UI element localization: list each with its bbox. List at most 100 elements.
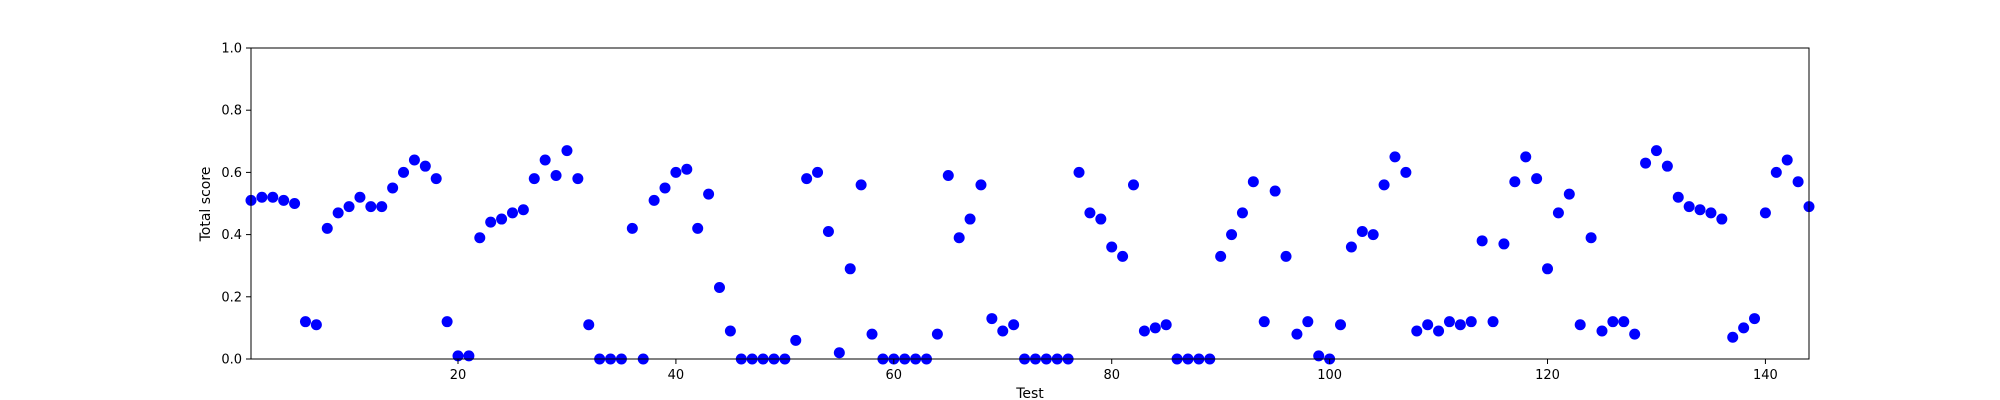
data-point [1476, 235, 1488, 247]
data-point [1738, 322, 1750, 334]
data-point [267, 191, 279, 203]
data-point [833, 347, 845, 359]
points-layer [245, 145, 1815, 365]
data-point [1106, 241, 1118, 253]
data-point [1433, 325, 1445, 337]
data-point [713, 281, 725, 293]
y-tick-label: 1.0 [221, 42, 242, 57]
data-point [365, 201, 377, 213]
x-tick-label: 120 [1535, 368, 1560, 383]
data-point [1759, 207, 1771, 219]
x-tick-label: 140 [1753, 368, 1778, 383]
data-point [1422, 319, 1434, 331]
data-point [1345, 241, 1357, 253]
data-point [1411, 325, 1423, 337]
x-tick-label: 100 [1317, 368, 1342, 383]
x-tick-label: 20 [450, 368, 467, 383]
data-point [1236, 207, 1248, 219]
data-point [1084, 207, 1096, 219]
data-point [1378, 179, 1390, 191]
y-tick-label: 0.8 [221, 104, 242, 119]
y-tick-label: 0.4 [221, 228, 242, 243]
data-point [1454, 319, 1466, 331]
data-point [1672, 191, 1684, 203]
data-point [626, 222, 638, 234]
data-point [278, 194, 290, 206]
data-point [430, 173, 442, 185]
data-point [822, 225, 834, 237]
data-point [1770, 166, 1782, 178]
data-point [1367, 229, 1379, 241]
data-point [1389, 151, 1401, 163]
data-point [1247, 176, 1259, 188]
data-point [441, 316, 453, 328]
data-point [583, 319, 595, 331]
data-point [463, 350, 475, 362]
y-tick-label: 0.2 [221, 290, 242, 305]
data-point [844, 263, 856, 275]
data-point [1226, 229, 1238, 241]
y-tick-label: 0.0 [221, 353, 242, 368]
data-point [1487, 316, 1499, 328]
data-point [517, 204, 529, 216]
data-point [1542, 263, 1554, 275]
data-point [1650, 145, 1662, 157]
data-point [1563, 188, 1575, 200]
data-point [1291, 328, 1303, 340]
data-point [1313, 350, 1325, 362]
data-point [289, 198, 301, 209]
data-point [681, 163, 693, 175]
data-point [1258, 316, 1270, 328]
axes-layer: 20 40 60 80 100 120 140 0.0 0.2 0.4 0.6 0.8 1.0 [221, 42, 1778, 384]
plot-frame [250, 47, 1810, 360]
data-point [1574, 319, 1586, 331]
data-point [997, 325, 1009, 337]
data-point [506, 207, 518, 219]
data-point [332, 207, 344, 219]
data-point [724, 325, 736, 337]
data-point [1585, 232, 1597, 244]
data-point [561, 145, 573, 157]
data-point [419, 160, 431, 172]
data-point [387, 182, 399, 194]
data-point [1640, 157, 1652, 169]
data-point [975, 179, 987, 191]
x-tick-label: 60 [886, 368, 903, 383]
data-point [528, 173, 540, 185]
data-point [1520, 151, 1532, 163]
x-axis-title: Test [1015, 386, 1044, 400]
data-point [953, 232, 965, 244]
data-point [321, 222, 333, 234]
data-point [1160, 319, 1172, 331]
data-point [1073, 166, 1085, 178]
data-point [812, 166, 824, 178]
data-point [1356, 225, 1368, 237]
data-point [648, 194, 660, 206]
x-tick-label: 40 [668, 368, 685, 383]
data-point [310, 319, 322, 331]
data-point [1531, 173, 1543, 185]
data-point [343, 201, 355, 213]
data-point [485, 216, 497, 228]
data-point [866, 328, 878, 340]
data-point [703, 188, 715, 200]
data-point [1269, 185, 1281, 197]
data-point [496, 213, 508, 225]
data-point [1443, 316, 1455, 328]
data-point [692, 222, 704, 234]
data-point [1095, 213, 1107, 225]
data-point [1215, 250, 1227, 262]
data-point [539, 154, 551, 166]
data-point [1661, 160, 1673, 172]
data-point [1138, 325, 1150, 337]
data-point [1302, 316, 1314, 328]
data-point [1149, 322, 1161, 334]
y-tick-label: 0.6 [221, 166, 242, 181]
data-point [1335, 319, 1347, 331]
data-point [1128, 179, 1140, 191]
data-point [1727, 331, 1739, 343]
data-point [931, 328, 943, 340]
data-point [572, 173, 584, 185]
data-point [299, 316, 311, 328]
